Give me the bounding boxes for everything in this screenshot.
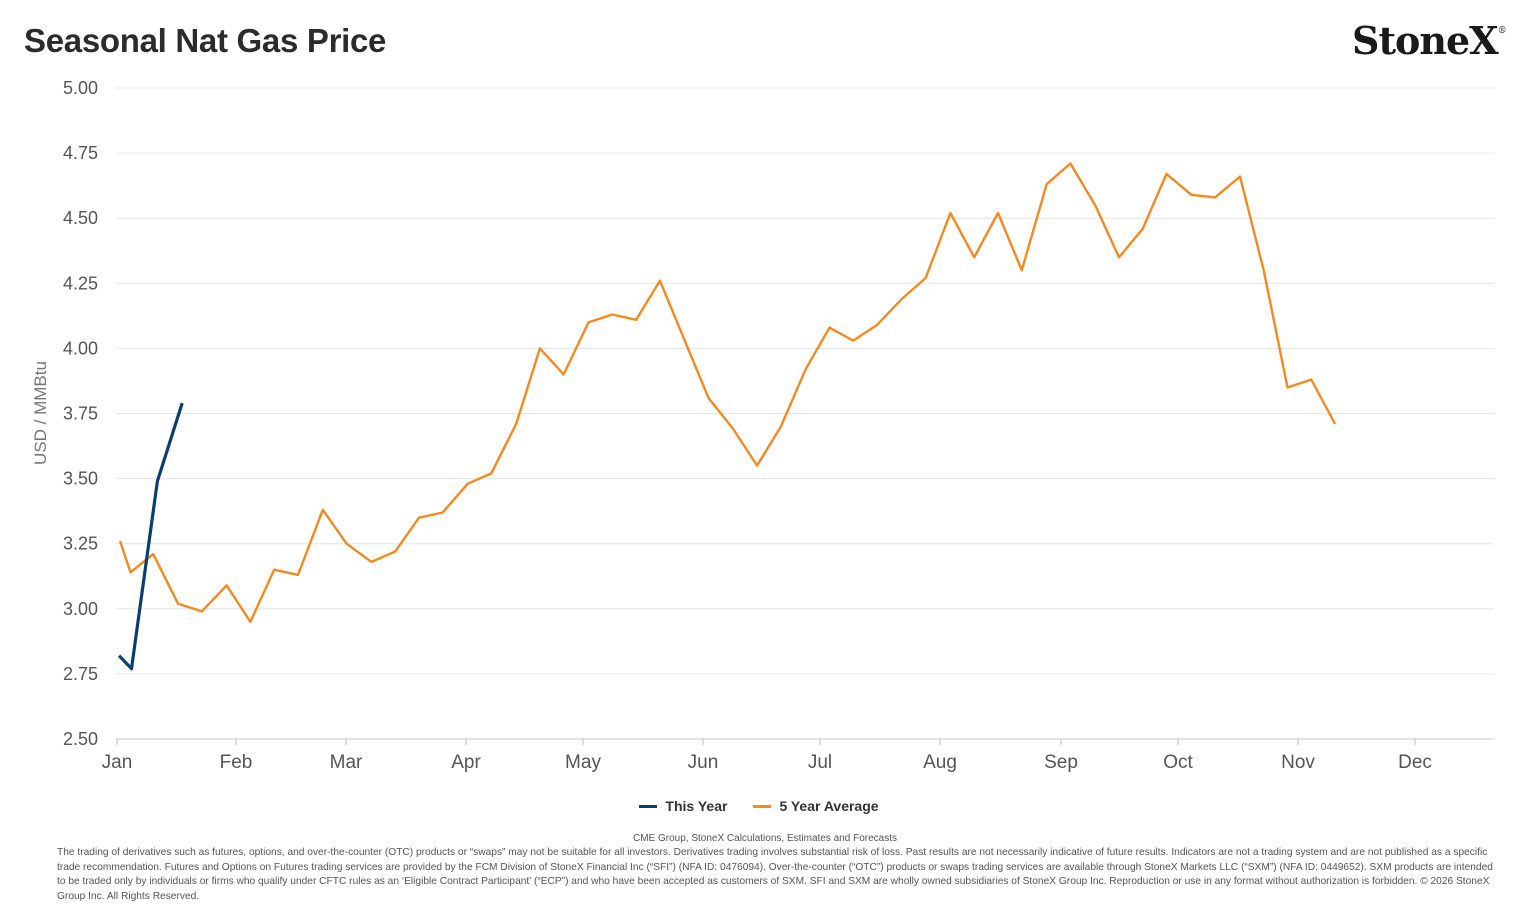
- x-tick-label: Nov: [1281, 752, 1315, 773]
- y-tick-label: 2.50: [63, 729, 98, 749]
- source-note: CME Group, StoneX Calculations, Estimate…: [632, 833, 897, 844]
- x-tick-label: Feb: [220, 752, 253, 773]
- x-tick-label: Jan: [102, 752, 133, 773]
- legend-item-this-year[interactable]: This Year: [639, 798, 727, 814]
- y-tick-label: 3.75: [63, 404, 98, 424]
- y-tick-label: 3.50: [63, 469, 98, 489]
- x-tick-label: May: [565, 752, 601, 773]
- x-tick-label: Apr: [451, 752, 481, 773]
- logo-text: StoneX: [1352, 18, 1499, 63]
- y-tick-label: 3.00: [63, 599, 98, 619]
- logo-mark: ®: [1497, 26, 1507, 36]
- legend-swatch-5-year-average: [753, 804, 772, 808]
- y-tick-label: 2.75: [63, 664, 98, 684]
- page-title: Seasonal Nat Gas Price: [24, 22, 387, 59]
- series-lines: [117, 162, 1337, 671]
- y-axis-label: USD / MMBtu: [31, 361, 50, 465]
- y-tick-label: 4.25: [63, 273, 98, 293]
- grid-lines: [116, 87, 1494, 740]
- stonex-logo: StoneX®: [1352, 18, 1507, 63]
- x-tick-label: Mar: [330, 752, 363, 773]
- y-tick-labels: 5.00 4.75 4.50 4.25 4.00 3.75 3.50 3.25 3.00 2.75…: [63, 78, 98, 749]
- x-tick-label: Aug: [923, 752, 957, 773]
- series-line-this-year: [117, 402, 184, 671]
- legend-swatch-this-year: [639, 804, 658, 808]
- legend-item-5-year-average[interactable]: 5 Year Average: [753, 798, 879, 814]
- legend-label-this-year: This Year: [665, 798, 728, 814]
- y-tick-label: 4.50: [63, 208, 98, 228]
- x-tick-label: Jul: [808, 752, 832, 773]
- seasonal-price-chart: 5.00 4.75 4.50 4.25 4.00 3.75 3.50 3.25 3.00 2.75…: [31, 78, 1494, 773]
- x-tick-label: Sep: [1044, 752, 1078, 773]
- x-tick-label: Jun: [688, 752, 719, 773]
- y-tick-label: 5.00: [63, 78, 98, 98]
- x-tick-label: Dec: [1398, 752, 1432, 773]
- legend-label-5-year-average: 5 Year Average: [779, 798, 879, 814]
- series-line-5-year-average: [118, 162, 1337, 623]
- legend: This Year 5 Year Average: [0, 798, 1518, 814]
- disclaimer-text: The trading of derivatives such as futur…: [57, 847, 1493, 902]
- y-tick-label: 4.00: [63, 338, 98, 358]
- y-tick-label: 4.75: [63, 143, 98, 163]
- x-tick-label: Oct: [1163, 752, 1193, 773]
- x-tick-labels: Jan Feb Mar Apr May Jun Jul Aug Sep Oct Nov Dec: [102, 739, 1432, 773]
- y-tick-label: 3.25: [63, 534, 98, 554]
